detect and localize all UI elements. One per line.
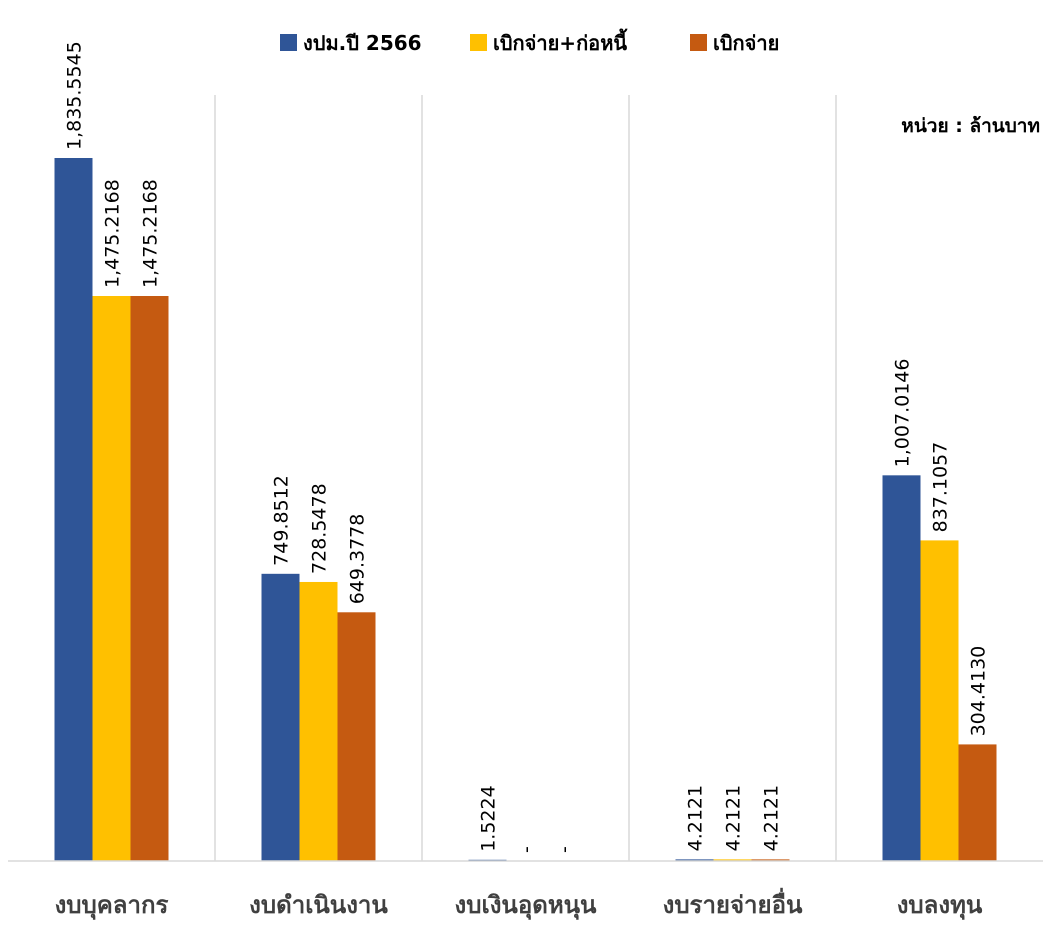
- data-label: 837.1057: [930, 442, 952, 533]
- data-label: -: [554, 846, 576, 853]
- bar: [130, 296, 169, 861]
- data-label: 1,007.0146: [892, 359, 914, 468]
- bar: [92, 296, 131, 861]
- bar: [261, 573, 300, 861]
- bar: [54, 158, 93, 861]
- bar: [958, 744, 997, 861]
- data-label: 728.5478: [309, 483, 331, 574]
- legend-swatch: [280, 34, 297, 51]
- bar: [920, 540, 959, 861]
- data-label: 4.2121: [723, 785, 745, 851]
- bar: [337, 612, 376, 861]
- category-label: งบบุคลากร: [55, 891, 169, 921]
- category-label: งบรายจ่ายอื่น: [663, 887, 803, 919]
- data-label: 1,475.2168: [140, 179, 162, 288]
- unit-note: หน่วย : ล้านบาท: [901, 115, 1040, 137]
- category-label: งบดำเนินงาน: [249, 891, 388, 919]
- legend-label: เบิกจ่าย+ก่อหนี้: [493, 28, 628, 55]
- bar: [299, 581, 338, 861]
- legend-label: เบิกจ่าย: [713, 31, 779, 55]
- legend-label: งปม.ปี 2566: [303, 31, 422, 55]
- data-label: 649.3778: [347, 514, 369, 605]
- data-label: 1.5224: [478, 785, 500, 851]
- data-label: 749.8512: [271, 475, 293, 566]
- data-label: 304.4130: [968, 646, 990, 737]
- data-label: -: [516, 846, 538, 853]
- legend-swatch: [690, 34, 707, 51]
- bar: [751, 859, 790, 861]
- category-label: งบเงินอุดหนุน: [455, 891, 598, 921]
- category-label: งบลงทุน: [897, 891, 983, 921]
- legend-swatch: [470, 34, 487, 51]
- data-label: 1,475.2168: [102, 179, 124, 288]
- data-label: 4.2121: [761, 785, 783, 851]
- bar: [713, 859, 752, 861]
- data-label: 4.2121: [685, 785, 707, 851]
- data-label: 1,835.5545: [64, 41, 86, 150]
- bar: [675, 859, 714, 861]
- bar: [882, 475, 921, 861]
